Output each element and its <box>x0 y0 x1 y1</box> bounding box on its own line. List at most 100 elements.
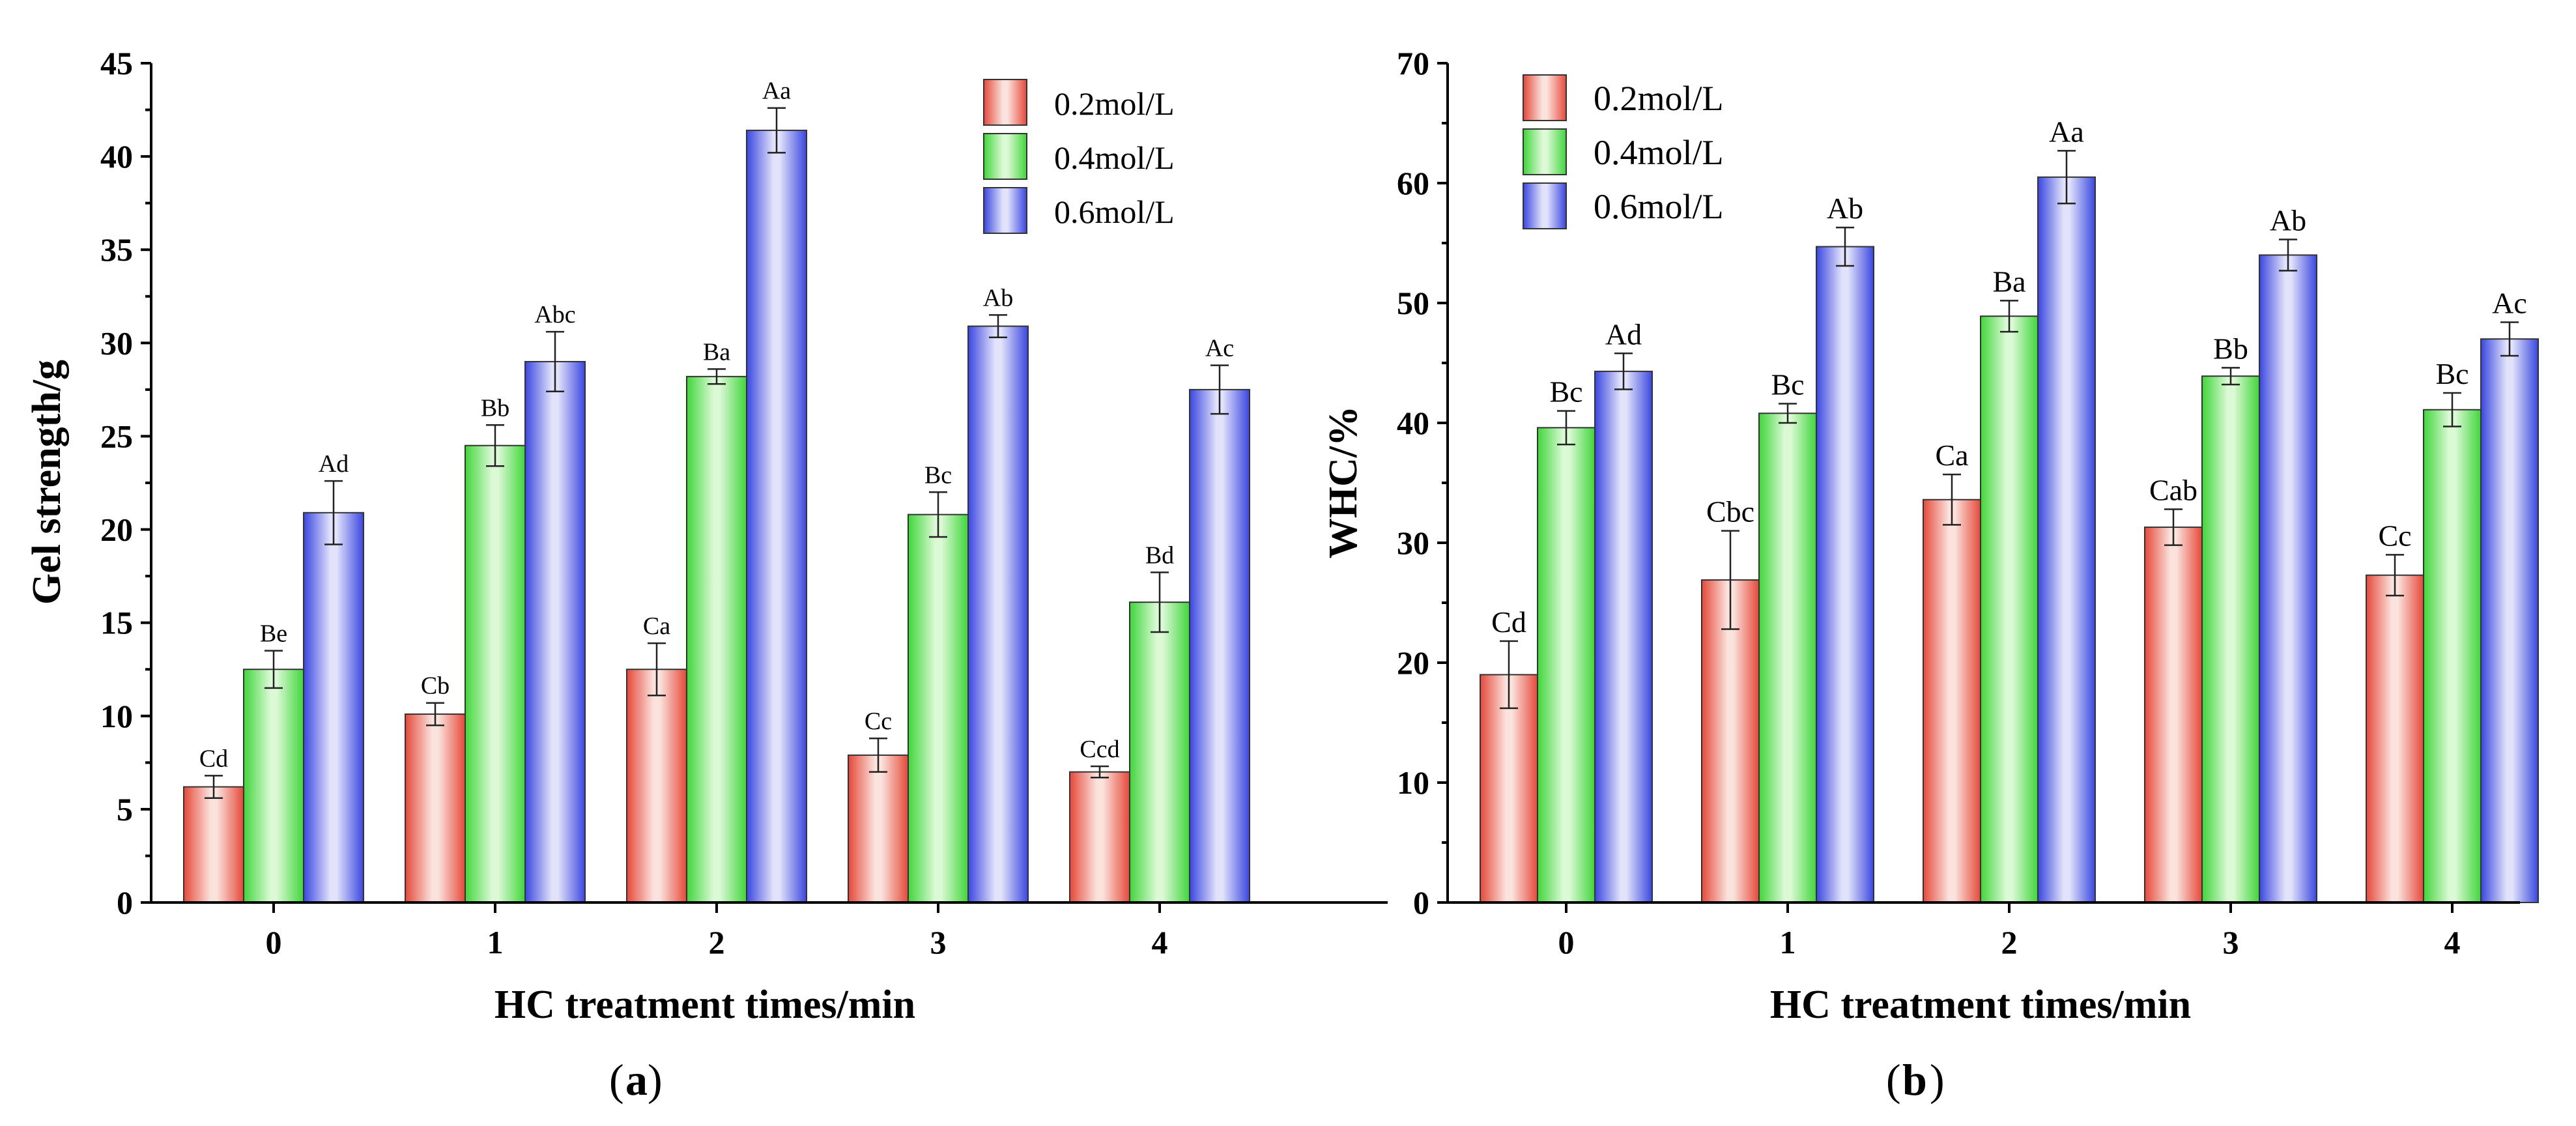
chart-b-ticks: 0 10 20 30 40 50 60 70 0 1 2 3 4 <box>1397 45 2461 960</box>
chart-b-legend-swatch-green <box>1523 128 1567 175</box>
chart-b-error-bar <box>1779 403 1797 424</box>
chart-a-bars: Cd Cb Ca Cc Ccd Be Bb Ba Bc Bd Ad Abc Aa Ab Ac <box>183 78 1250 904</box>
chart-b-error-bar <box>1500 640 1518 710</box>
chart-a-bar-red-1 <box>405 713 466 903</box>
chart-a-significance-letter: Abc <box>534 301 575 328</box>
chart-a-y-tick-label: 25 <box>100 418 133 454</box>
chart-b-error-bar <box>2057 150 2076 205</box>
chart-a-error-bar <box>265 650 283 689</box>
chart-a-significance-letter: Cd <box>199 745 228 772</box>
chart-b-y-tick-label: 20 <box>1397 644 1429 681</box>
chart-a-y-axis-label: Gel strength/g <box>25 360 69 605</box>
chart-b-y-tick-label: 70 <box>1397 45 1429 81</box>
chart-panel-a: 0 5 10 15 20 25 30 35 40 45 0 1 2 3 4 Cd Cb Ca Cc Ccd Be Bb B… <box>25 45 1388 1104</box>
chart-a-significance-letter: Bc <box>924 461 952 489</box>
chart-b-x-axis-label: HC treatment times/min <box>1770 983 2191 1027</box>
chart-a-error-bar <box>1210 364 1229 415</box>
chart-panel-b: 0 10 20 30 40 50 60 70 0 1 2 3 4 Cd Cbc Ca Cab Cc Bc Bc Ba B… <box>1321 45 2539 1104</box>
chart-b-bar-blue-3 <box>2259 254 2317 903</box>
chart-a-error-bar <box>324 480 343 545</box>
chart-b-x-tick-label: 2 <box>2001 924 2018 960</box>
chart-b-x-tick-label: 0 <box>1558 924 1575 960</box>
chart-b-error-bar <box>1614 353 1633 390</box>
chart-b-error-bar <box>2222 367 2240 386</box>
chart-b-legend-swatch-red <box>1523 74 1567 121</box>
chart-b-significance-letter: Cd <box>1491 605 1526 639</box>
chart-a-error-bar <box>767 107 786 154</box>
chart-a-x-axis-label: HC treatment times/min <box>494 983 915 1027</box>
chart-b-axes <box>1446 63 2520 904</box>
chart-a-significance-letter: Aa <box>762 78 791 105</box>
chart-a-significance-letter: Ad <box>319 450 349 478</box>
chart-a-x-tick-label: 0 <box>266 924 282 960</box>
chart-a-x-tick-label: 2 <box>709 924 725 960</box>
chart-a-y-tick-label: 5 <box>117 791 133 828</box>
chart-a-y-tick-label: 10 <box>100 698 133 734</box>
chart-b-bar-green-4 <box>2423 409 2482 903</box>
chart-a-error-bar <box>648 642 666 697</box>
chart-b-bar-red-2 <box>1923 498 1981 903</box>
chart-b-significance-letter: Ab <box>1827 192 1863 225</box>
svg-text:(: ( <box>1886 1055 1901 1104</box>
chart-a-legend-label: 0.4mol/L <box>1054 139 1175 176</box>
chart-b-bar-blue-0 <box>1594 370 1653 903</box>
chart-a-axes <box>150 63 1388 904</box>
chart-b-legend-label: 0.2mol/L <box>1594 79 1724 118</box>
chart-b-x-tick-label: 1 <box>1780 924 1796 960</box>
chart-b-x-tick-label: 3 <box>2223 924 2239 960</box>
chart-b-bar-green-3 <box>2201 375 2260 903</box>
chart-b-bar-green-2 <box>1980 315 2039 903</box>
chart-b-error-bar <box>2386 554 2404 597</box>
chart-b-significance-letter: Cc <box>2378 519 2411 552</box>
chart-b-error-bar <box>1557 410 1575 446</box>
chart-b-error-bar <box>1836 226 1854 267</box>
chart-a-legend-label: 0.6mol/L <box>1054 194 1175 230</box>
chart-b-bar-blue-2 <box>2037 176 2096 903</box>
chart-a-x-tick-label: 1 <box>487 924 504 960</box>
chart-a-error-bar <box>205 775 223 799</box>
chart-b-y-tick-label: 40 <box>1397 405 1429 441</box>
chart-a-y-tick-label: 45 <box>100 45 133 81</box>
chart-b-bars: Cd Cbc Ca Cab Cc Bc Bc Ba Bb Bc Ad Ab Aa Ab Ac <box>1480 115 2539 904</box>
chart-a-legend-swatch-red <box>983 79 1027 126</box>
chart-a-bar-green-0 <box>243 669 304 903</box>
chart-b-legend-label: 0.4mol/L <box>1594 133 1724 172</box>
chart-a-bar-red-3 <box>848 754 909 903</box>
chart-b-significance-letter: Ab <box>2270 203 2306 237</box>
chart-a-y-tick-label: 20 <box>100 512 133 548</box>
chart-b-error-bar <box>1721 530 1739 630</box>
chart-a-error-bar <box>869 737 887 773</box>
chart-a-error-bar <box>929 491 947 538</box>
chart-b-bar-blue-4 <box>2480 338 2539 903</box>
chart-a-legend-swatch-green <box>983 133 1027 180</box>
chart-b-error-bar <box>1943 473 1961 526</box>
chart-a-error-bar <box>1151 571 1169 633</box>
chart-b-y-tick-label: 0 <box>1413 884 1429 921</box>
chart-a-y-tick-label: 35 <box>100 231 133 268</box>
chart-a-error-bar <box>486 424 504 467</box>
chart-a-bar-blue-0 <box>303 512 364 903</box>
chart-b-significance-letter: Ca <box>1935 439 1968 472</box>
chart-b-significance-letter: Bb <box>2213 332 2248 365</box>
chart-b-panel-label: ( b ) <box>1886 1055 1945 1104</box>
chart-b-significance-letter: Ad <box>1605 317 1642 351</box>
chart-b-x-tick-label: 4 <box>2444 924 2461 960</box>
chart-b-y-axis-label: WHC/% <box>1321 406 1366 558</box>
chart-b-significance-letter: Aa <box>2049 115 2084 148</box>
chart-a-bar-red-4 <box>1069 771 1130 903</box>
chart-a-bar-green-4 <box>1129 601 1190 904</box>
chart-b-legend-swatch-blue <box>1523 182 1567 229</box>
chart-a-bar-red-2 <box>626 669 687 903</box>
chart-a-legend: 0.2mol/L 0.4mol/L 0.6mol/L <box>983 79 1175 234</box>
chart-b-significance-letter: Bc <box>2435 357 2469 390</box>
chart-a-y-tick-label: 40 <box>100 138 133 175</box>
chart-a-significance-letter: Bd <box>1145 541 1174 569</box>
chart-b-bar-green-0 <box>1537 427 1596 903</box>
chart-a-error-bar <box>989 314 1007 338</box>
chart-a-panel-label: ( a ) <box>609 1055 663 1104</box>
chart-a-ticks: 0 5 10 15 20 25 30 35 40 45 0 1 2 3 4 <box>100 45 1168 960</box>
svg-text:): ) <box>1930 1055 1945 1104</box>
chart-a-bar-green-3 <box>908 513 969 903</box>
chart-b-significance-letter: Cbc <box>1706 495 1754 528</box>
